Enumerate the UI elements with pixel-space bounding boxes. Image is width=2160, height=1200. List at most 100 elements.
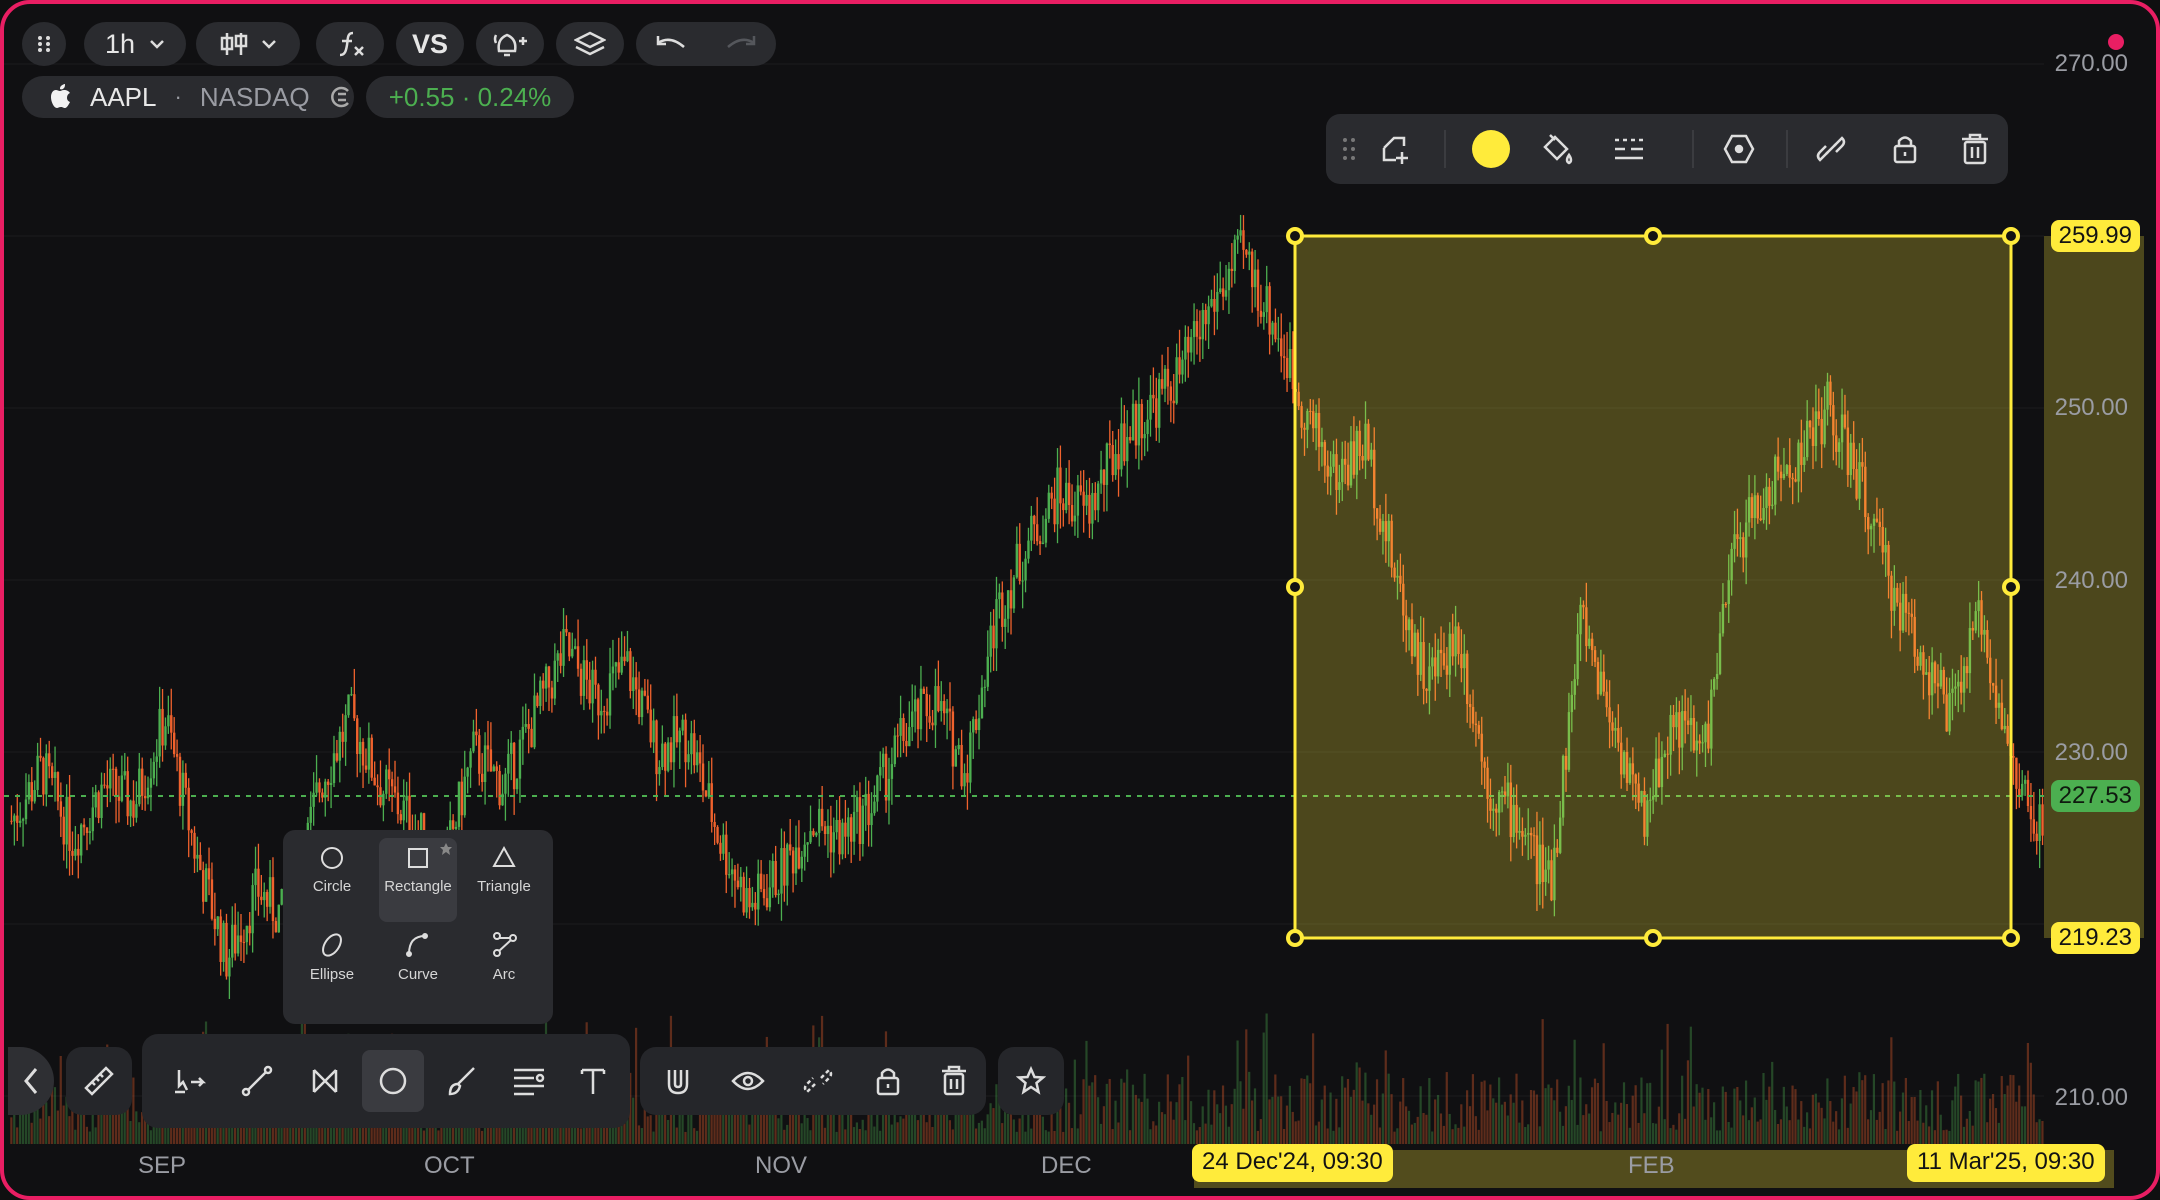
volume-bar (1210, 1124, 1213, 1144)
volume-bar (1335, 1098, 1338, 1144)
volume-bar (1718, 1130, 1722, 1144)
candle-body (1707, 723, 1710, 749)
measure-tool[interactable] (66, 1047, 132, 1115)
compare-button[interactable]: VS (396, 22, 464, 66)
shape-ellipse[interactable]: Ellipse (293, 926, 371, 1010)
candle-body (1532, 835, 1536, 837)
trash-icon[interactable] (1954, 128, 1996, 170)
candle-body (533, 695, 536, 748)
volume-bar (1332, 1130, 1335, 1144)
trend-line-tool[interactable] (226, 1050, 288, 1112)
favorites-button[interactable] (998, 1047, 1064, 1115)
favorite-star-icon[interactable] (439, 842, 453, 856)
candle-body (254, 868, 257, 886)
volume-bar (1715, 1130, 1719, 1144)
candle-body (629, 651, 632, 691)
volume-bar (1134, 1094, 1137, 1144)
lock-all-tool[interactable] (860, 1053, 916, 1109)
brush-tool[interactable] (430, 1050, 492, 1112)
candle-body (1256, 269, 1260, 311)
visibility-hex-icon[interactable] (1718, 128, 1760, 170)
resize-handle[interactable] (2002, 578, 2020, 596)
candle-body (1904, 593, 1908, 613)
candle-body (905, 740, 908, 747)
volume-bar (957, 1089, 960, 1144)
chart-type-select[interactable] (196, 22, 300, 66)
fill-bucket-icon[interactable] (1536, 128, 1578, 170)
fib-tool[interactable] (498, 1050, 560, 1112)
shape-rectangle[interactable]: Rectangle (379, 838, 457, 922)
candle-body (1930, 662, 1934, 696)
drag-handle-icon[interactable] (1342, 134, 1356, 164)
visibility-tool[interactable] (720, 1053, 776, 1109)
candle-body (1512, 804, 1515, 838)
candle-body (556, 653, 559, 661)
remove-links-tool[interactable] (790, 1053, 846, 1109)
resize-handle[interactable] (1286, 929, 1304, 947)
candle-body (1463, 653, 1466, 669)
volume-bar (646, 1116, 649, 1144)
candle-body (1280, 338, 1283, 357)
alert-button[interactable] (476, 22, 544, 66)
line-style-icon[interactable] (1608, 128, 1650, 170)
text-tool[interactable] (562, 1050, 624, 1112)
candle-body (1500, 791, 1504, 793)
template-add-icon[interactable] (1374, 128, 1416, 170)
candle-body (199, 854, 202, 871)
candle-body (1027, 540, 1030, 559)
candle-body (1381, 521, 1385, 532)
volume-bar (963, 1105, 966, 1144)
candle-body (210, 879, 214, 919)
candle-body (632, 677, 635, 691)
shape-triangle[interactable]: Triangle (465, 838, 543, 922)
volume-bar (1050, 1091, 1053, 1144)
symbol-info[interactable]: AAPL · NASDAQ (22, 76, 354, 118)
cursor-tool[interactable] (158, 1050, 220, 1112)
candle-body (815, 832, 818, 836)
layers-button[interactable] (556, 22, 624, 66)
shape-curve[interactable]: Curve (379, 926, 457, 1010)
candle-body (1364, 423, 1367, 461)
undo-icon[interactable] (654, 33, 688, 55)
volume-bar (986, 1114, 989, 1144)
ticker-separator: · (174, 84, 182, 109)
lock-icon[interactable] (1884, 128, 1926, 170)
drawn-rectangle[interactable] (1293, 234, 2013, 940)
volume-bar (1774, 1109, 1777, 1144)
pattern-tool[interactable] (294, 1050, 356, 1112)
resize-handle[interactable] (1286, 227, 1304, 245)
candle-body (1637, 783, 1640, 803)
menu-button[interactable] (22, 22, 66, 66)
shape-circle[interactable]: Circle (293, 838, 371, 922)
candle-body (1541, 844, 1544, 883)
color-swatch[interactable] (1472, 130, 1510, 168)
candle-body (972, 719, 975, 733)
indicators-button[interactable] (316, 22, 384, 66)
link-icon[interactable] (1810, 128, 1852, 170)
candle-body (1375, 508, 1379, 519)
resize-handle[interactable] (2002, 227, 2020, 245)
candle-body (27, 782, 31, 800)
remove-drawings-tool[interactable] (926, 1053, 982, 1109)
candle-body (998, 592, 1001, 600)
volume-bar (1957, 1073, 1960, 1144)
resize-handle[interactable] (1644, 929, 1662, 947)
redo-icon[interactable] (724, 33, 758, 55)
volume-bar (1404, 1106, 1408, 1144)
volume-bar (806, 1118, 809, 1144)
candle-body (1056, 467, 1059, 525)
resize-handle[interactable] (1644, 227, 1662, 245)
candle-body (1041, 542, 1045, 544)
volume-bar (2038, 1119, 2041, 1144)
interval-select[interactable]: 1h (84, 22, 186, 66)
candle-body (559, 653, 562, 666)
resize-handle[interactable] (2002, 929, 2020, 947)
volume-bar (254, 1118, 257, 1144)
shape-arc[interactable]: Arc (465, 926, 543, 1010)
shape-label: Ellipse (309, 966, 355, 983)
magnet-tool[interactable] (650, 1053, 706, 1109)
resize-handle[interactable] (1286, 578, 1304, 596)
shapes-tool[interactable] (362, 1050, 424, 1112)
volume-bar (1431, 1131, 1434, 1144)
volume-bar (1280, 1096, 1283, 1144)
